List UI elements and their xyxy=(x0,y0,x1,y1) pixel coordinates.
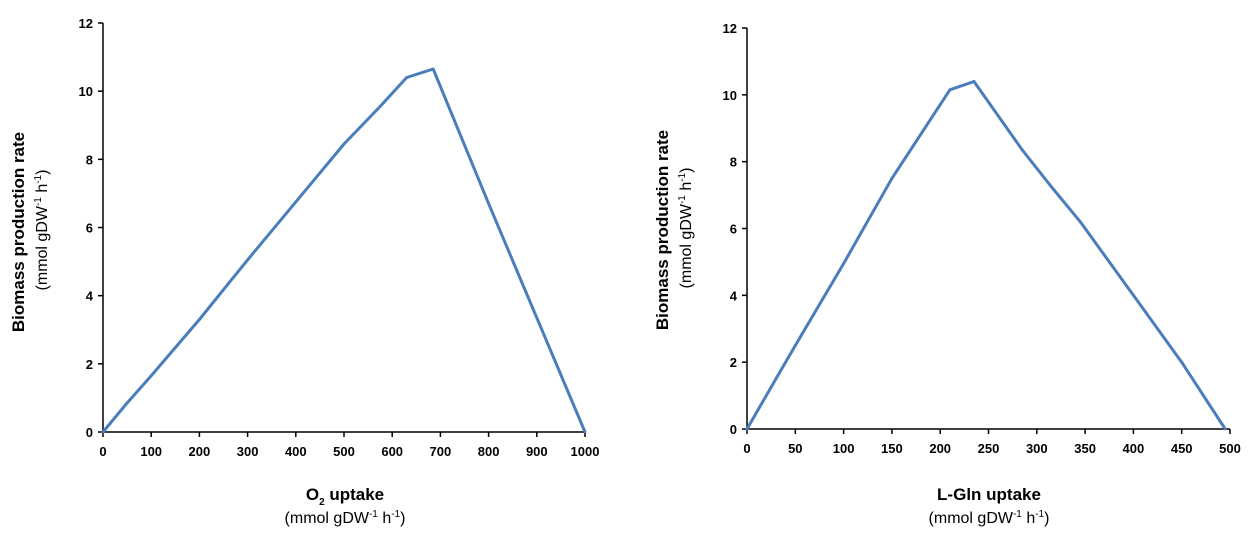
o2-x-tick-label: 300 xyxy=(237,444,259,459)
o2-y-tick-label: 12 xyxy=(79,16,93,31)
o2-x-tick-label: 700 xyxy=(430,444,452,459)
lgln-x-axis-unit: (mmol gDW-1 h-1) xyxy=(929,509,1050,527)
chart-o2-axes xyxy=(102,23,585,433)
lgln-x-tick-label: 150 xyxy=(881,441,903,456)
lgln-y-tick-label: 6 xyxy=(730,222,737,237)
o2-x-tick-label: 100 xyxy=(140,444,162,459)
lgln-x-tick-label: 350 xyxy=(1074,441,1096,456)
o2-y-tick-label: 6 xyxy=(86,221,93,236)
lgln-series-points xyxy=(745,80,1227,431)
lgln-x-tick-label: 300 xyxy=(1026,441,1048,456)
o2-x-ticks: 0 100 200 300 400 500 600 700 800 900 1000 xyxy=(99,432,599,459)
lgln-x-ticks: 0 50 100 150 200 250 300 350 400 450 500 xyxy=(743,429,1241,456)
o2-x-tick-label: 600 xyxy=(381,444,403,459)
lgln-y-tick-label: 12 xyxy=(723,21,737,36)
o2-x-tick-label: 800 xyxy=(478,444,500,459)
o2-x-tick-label: 1000 xyxy=(571,444,600,459)
lgln-y-axis-title: Biomass production rate xyxy=(653,130,672,330)
o2-x-axis-unit: (mmol gDW-1 h-1) xyxy=(285,509,406,527)
lgln-x-tick-label: 250 xyxy=(978,441,1000,456)
lgln-x-tick-label: 500 xyxy=(1219,441,1241,456)
o2-x-tick-label: 200 xyxy=(189,444,211,459)
lgln-y-ticks: 0 2 4 6 8 10 12 xyxy=(723,21,747,437)
lgln-x-tick-label: 400 xyxy=(1123,441,1145,456)
o2-x-tick-label: 900 xyxy=(526,444,548,459)
o2-y-tick-label: 4 xyxy=(86,289,94,304)
lgln-series-line xyxy=(745,80,1227,430)
o2-x-tick-label: 0 xyxy=(99,444,106,459)
lgln-y-tick-label: 4 xyxy=(730,288,738,303)
lgln-x-tick-label: 200 xyxy=(929,441,951,456)
lgln-x-axis-title: L-Gln uptake xyxy=(937,485,1041,504)
chart-lgln-uptake: 0 2 4 6 8 10 12 0 50 100 150 200 250 300 350 400 450 500… xyxy=(653,21,1241,527)
o2-series-points xyxy=(101,67,587,434)
o2-y-ticks: 0 2 4 6 8 10 12 xyxy=(79,16,103,440)
lgln-y-tick-label: 8 xyxy=(730,155,737,170)
lgln-x-tick-label: 450 xyxy=(1171,441,1193,456)
o2-y-axis-title: Biomass production rate xyxy=(9,132,28,332)
o2-x-tick-label: 400 xyxy=(285,444,307,459)
chart-lgln-axes xyxy=(746,28,1230,430)
o2-y-tick-label: 0 xyxy=(86,425,93,440)
lgln-y-tick-label: 2 xyxy=(730,355,737,370)
lgln-x-tick-label: 0 xyxy=(743,441,750,456)
o2-x-tick-label: 500 xyxy=(333,444,355,459)
lgln-y-axis-unit: (mmol gDW-1 h-1) xyxy=(677,168,695,289)
o2-y-tick-label: 2 xyxy=(86,357,93,372)
o2-y-tick-label: 10 xyxy=(79,84,93,99)
chart-o2-uptake: 0 2 4 6 8 10 12 0 100 200 300 400 500 600 700 800 900 10… xyxy=(9,16,599,527)
lgln-y-tick-label: 0 xyxy=(730,422,737,437)
lgln-x-tick-label: 50 xyxy=(788,441,802,456)
o2-series-line xyxy=(101,67,587,433)
lgln-y-tick-label: 10 xyxy=(723,88,737,103)
o2-y-axis-unit: (mmol gDW-1 h-1) xyxy=(33,170,51,291)
o2-x-axis-title: O2 uptake xyxy=(306,485,384,508)
lgln-x-tick-label: 100 xyxy=(833,441,855,456)
o2-y-tick-label: 8 xyxy=(86,152,93,167)
